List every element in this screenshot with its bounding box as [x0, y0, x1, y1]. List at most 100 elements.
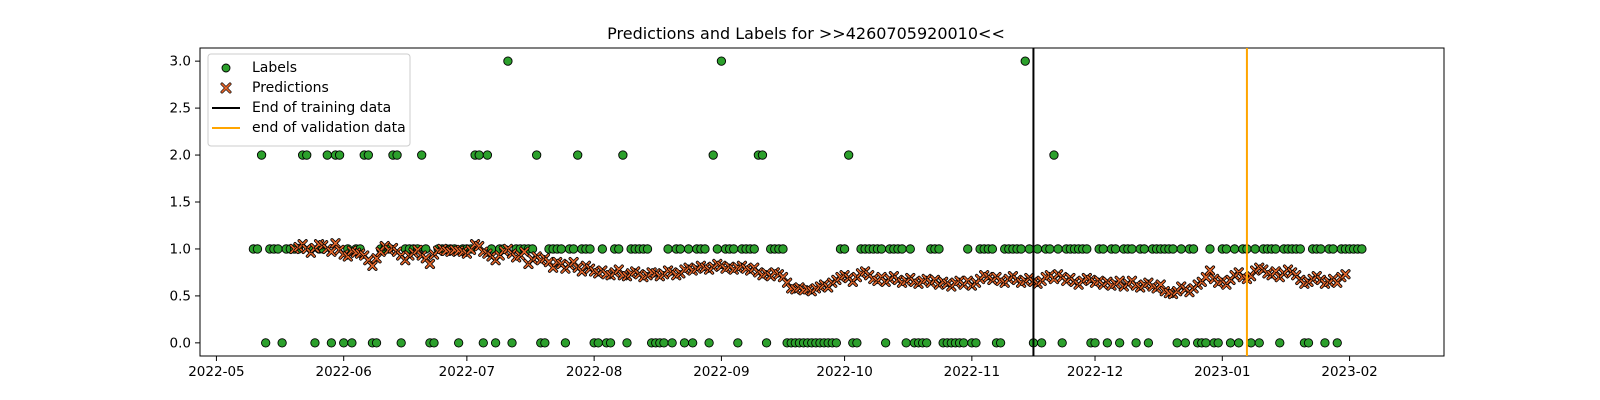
label-point [1295, 244, 1305, 254]
legend-labels-marker [221, 63, 231, 73]
predictions-series [289, 238, 1351, 300]
label-point [1188, 244, 1199, 254]
label-point [729, 244, 739, 254]
y-tick-label: 0.5 [170, 288, 191, 304]
label-point [618, 150, 628, 160]
label-point [880, 338, 891, 348]
label-point [490, 338, 501, 348]
label-point [778, 244, 788, 254]
prediction-point [1204, 265, 1216, 276]
label-point [1045, 244, 1055, 254]
label-point [396, 338, 406, 348]
label-point [478, 338, 488, 348]
label-point [507, 338, 517, 348]
label-point [963, 244, 973, 254]
label-point [302, 150, 312, 160]
y-tick-label: 1.5 [170, 195, 191, 211]
label-point [322, 150, 332, 160]
label-point [642, 244, 653, 254]
prediction-point [424, 258, 436, 270]
label-point [1205, 244, 1215, 254]
label-point [1037, 338, 1047, 348]
label-point [839, 244, 850, 254]
label-point [560, 338, 571, 348]
x-tick-label: 2022-08 [566, 364, 622, 380]
label-point [1180, 338, 1190, 348]
label-point [1139, 244, 1149, 254]
prediction-point [1340, 269, 1351, 280]
label-point [688, 338, 698, 348]
label-point [1250, 244, 1260, 254]
label-point [540, 338, 550, 348]
label-point [597, 244, 607, 254]
label-point [831, 338, 842, 348]
label-point [605, 338, 616, 348]
label-point [392, 150, 402, 160]
x-tick-label: 2022-09 [693, 364, 749, 380]
label-point [1024, 244, 1034, 254]
label-point [417, 150, 427, 160]
label-point [749, 244, 759, 254]
label-point [987, 244, 998, 254]
label-point [1221, 244, 1232, 254]
label-point [339, 338, 349, 348]
x-tick-label: 2022-07 [439, 364, 495, 380]
label-point [585, 244, 595, 254]
prediction-point [367, 260, 378, 271]
label-point [1225, 338, 1236, 348]
label-point [532, 150, 542, 160]
vertical-lines [1032, 48, 1248, 356]
label-point [1176, 244, 1186, 254]
label-point [482, 150, 493, 160]
label-point [995, 338, 1006, 348]
y-tick-label: 0.0 [170, 335, 191, 351]
label-point [474, 150, 484, 160]
label-point [704, 338, 714, 348]
label-point [573, 150, 583, 160]
y-tick-label: 1.0 [170, 241, 191, 257]
label-point [761, 338, 772, 348]
label-point [876, 244, 887, 254]
label-point [901, 338, 911, 348]
label-point [454, 338, 464, 348]
prediction-point [1155, 279, 1166, 290]
chart-title: Predictions and Labels for >>42607059200… [607, 24, 1005, 43]
x-tick-label: 2022-05 [188, 364, 244, 380]
label-point [708, 150, 718, 160]
legend-predictions-text: Predictions [252, 80, 329, 96]
label-point [261, 338, 271, 348]
label-point [1271, 244, 1281, 254]
label-point [1082, 244, 1092, 254]
prediction-point [326, 246, 337, 257]
label-point [1102, 338, 1112, 348]
label-point [1275, 338, 1285, 348]
label-point [326, 338, 337, 348]
label-point [675, 244, 686, 254]
label-point [1246, 338, 1256, 348]
label-point [716, 56, 727, 66]
x-tick-label: 2022-10 [816, 364, 872, 380]
x-tick-label: 2023-02 [1321, 364, 1377, 380]
label-point [1098, 244, 1108, 254]
legend-training-text: End of training data [252, 100, 391, 116]
label-point [844, 150, 854, 160]
label-point [958, 338, 969, 348]
label-point [1172, 338, 1182, 348]
label-point [1115, 338, 1125, 348]
y-tick-label: 3.0 [170, 54, 191, 70]
label-point [252, 244, 263, 254]
label-point [1032, 244, 1043, 254]
label-point [1168, 244, 1178, 254]
label-point [852, 338, 862, 348]
label-point [371, 338, 382, 348]
label-point [1229, 244, 1240, 254]
label-point [971, 338, 981, 348]
label-point [1357, 244, 1367, 254]
label-point [503, 56, 513, 66]
x-tick-label: 2022-12 [1067, 364, 1123, 380]
legend-validation-text: end of validation data [252, 120, 406, 136]
label-point [1143, 338, 1154, 348]
y-tick-label: 2.5 [170, 101, 191, 117]
label-point [1020, 56, 1030, 66]
prediction-point [371, 253, 382, 264]
